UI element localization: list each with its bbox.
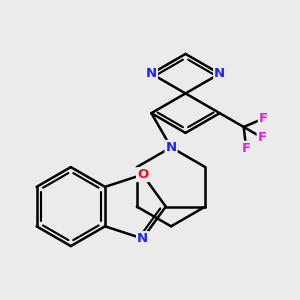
Text: N: N <box>137 232 148 245</box>
Text: F: F <box>259 112 268 125</box>
Text: N: N <box>166 141 177 154</box>
Text: N: N <box>214 67 225 80</box>
Text: O: O <box>137 168 148 181</box>
Text: N: N <box>146 67 157 80</box>
Text: F: F <box>258 131 267 144</box>
Text: F: F <box>242 142 251 155</box>
